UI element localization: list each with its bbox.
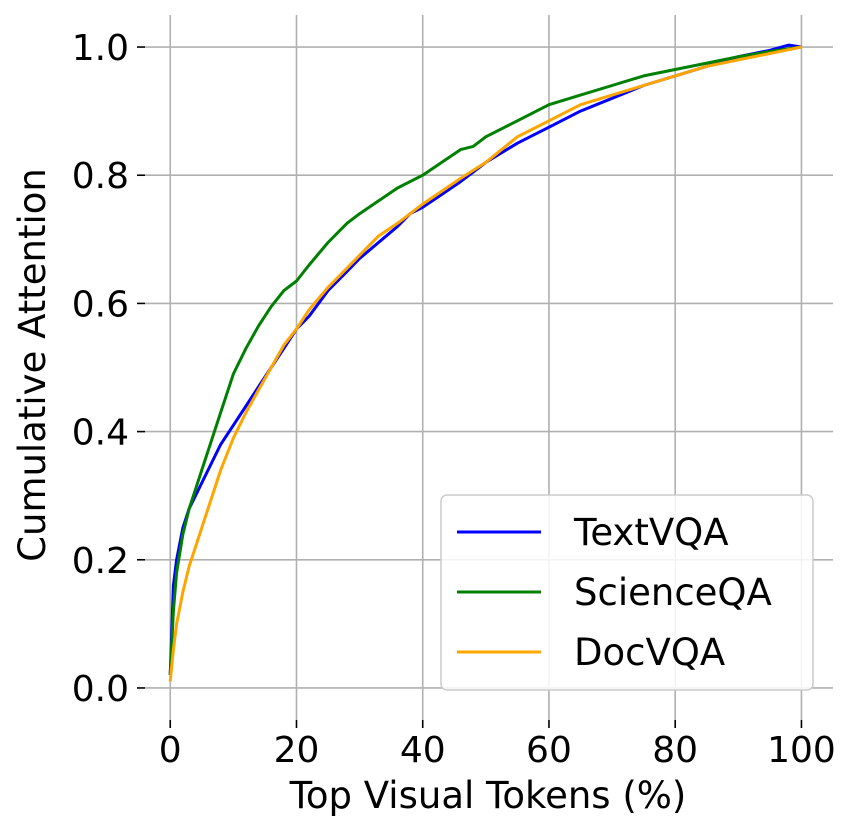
- x-tick-label: 80: [652, 730, 698, 771]
- axis-ticks: 0 20 40 60 80 100 0.0 0.2 0.4 0.6 0.8 1.0: [72, 28, 836, 771]
- legend: TextVQA ScienceQA DocVQA: [440, 494, 814, 691]
- y-tick-label: 1.0: [72, 28, 129, 69]
- series-line-scienceqa: [168, 45, 802, 676]
- x-tick-label: 40: [400, 730, 446, 771]
- legend-label-scienceqa: ScienceQA: [574, 571, 772, 614]
- y-axis-label: Cumulative Attention: [11, 168, 54, 562]
- y-tick-label: 0.4: [72, 413, 129, 454]
- series-lines: [168, 43, 802, 682]
- x-tick-label: 0: [159, 730, 182, 771]
- x-tick-label: 20: [274, 730, 320, 771]
- y-tick-label: 0.2: [72, 541, 129, 582]
- legend-box: [440, 494, 814, 691]
- y-tick-label: 0.6: [72, 284, 129, 325]
- x-tick-label: 100: [767, 730, 836, 771]
- x-axis-label: Top Visual Tokens (%): [289, 774, 687, 817]
- grid: [145, 15, 833, 720]
- legend-label-textvqa: TextVQA: [573, 511, 729, 554]
- y-tick-label: 0.8: [72, 156, 129, 197]
- series-line-docvqa: [168, 45, 802, 682]
- legend-label-docvqa: DocVQA: [574, 631, 725, 674]
- y-tick-label: 0.0: [72, 669, 129, 710]
- x-tick-label: 60: [526, 730, 572, 771]
